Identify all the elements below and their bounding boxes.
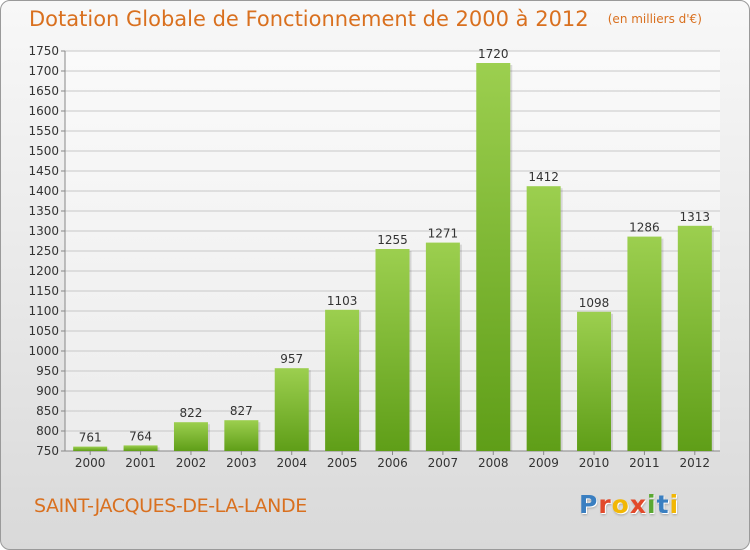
x-tick-label-2004: 2004 xyxy=(276,456,307,470)
y-tick-label: 1100 xyxy=(28,304,59,318)
bar-2009 xyxy=(526,186,561,451)
bar-2010 xyxy=(577,311,612,451)
bar-2006 xyxy=(375,249,410,451)
bar-2008 xyxy=(476,63,511,451)
bar-2011 xyxy=(627,236,662,451)
logo-letter: r xyxy=(598,490,612,519)
value-label-2001: 764 xyxy=(129,429,152,443)
y-tick-label: 1250 xyxy=(28,244,59,258)
value-label-2003: 827 xyxy=(230,404,253,418)
y-tick-label: 750 xyxy=(36,444,59,458)
y-tick-label: 1550 xyxy=(28,124,59,138)
y-tick-label: 1050 xyxy=(28,324,59,338)
x-tick-label-2007: 2007 xyxy=(428,456,459,470)
y-tick-label: 800 xyxy=(36,424,59,438)
y-tick-label: 950 xyxy=(36,364,59,378)
y-tick-label: 1200 xyxy=(28,264,59,278)
y-tick-label: 1650 xyxy=(28,84,59,98)
value-label-2011: 1286 xyxy=(629,221,660,235)
value-label-2005: 1103 xyxy=(327,294,358,308)
value-label-2004: 957 xyxy=(280,352,303,366)
bar-2007 xyxy=(425,242,460,451)
value-label-2000: 761 xyxy=(79,431,102,445)
title-row: Dotation Globale de Fonctionnement de 20… xyxy=(29,7,702,31)
y-tick-label: 900 xyxy=(36,384,59,398)
logo-letter: i xyxy=(669,490,680,519)
y-tick-label: 850 xyxy=(36,404,59,418)
x-axis-ticks: 2000 2001 2002 2003 2004 2005 2006 2007 2008 2009… xyxy=(75,451,710,470)
bar-2005 xyxy=(325,309,360,451)
y-tick-label: 1450 xyxy=(28,164,59,178)
x-tick-label-2001: 2001 xyxy=(125,456,156,470)
x-tick-label-2008: 2008 xyxy=(478,456,509,470)
x-tick-label-2002: 2002 xyxy=(176,456,207,470)
bar-2012 xyxy=(677,225,712,451)
y-tick-label: 1400 xyxy=(28,184,59,198)
value-label-2009: 1412 xyxy=(528,170,559,184)
y-tick-label: 1350 xyxy=(28,204,59,218)
bar-2003 xyxy=(224,420,259,451)
chart-unit: (en milliers d'€) xyxy=(607,12,702,26)
y-tick-label: 1700 xyxy=(28,64,59,78)
commune-name: SAINT-JACQUES-DE-LA-LANDE xyxy=(34,495,307,517)
logo-letter: i xyxy=(647,490,657,519)
y-tick-label: 1600 xyxy=(28,104,59,118)
logo-letter: P xyxy=(579,490,599,519)
x-tick-label-2012: 2012 xyxy=(680,456,711,470)
value-labels: 761 764 822 827 957 1103 1255 1271 1720 1412 1098 1… xyxy=(79,47,710,445)
bars xyxy=(73,63,714,451)
x-tick-label-2003: 2003 xyxy=(226,456,257,470)
bar-2001 xyxy=(123,445,158,451)
proxiti-logo: Proxiti xyxy=(579,490,679,519)
chart-title: Dotation Globale de Fonctionnement de 20… xyxy=(29,7,589,31)
bar-2000 xyxy=(73,446,108,451)
x-tick-label-2011: 2011 xyxy=(629,456,660,470)
y-tick-label: 1500 xyxy=(28,144,59,158)
bar-2002 xyxy=(173,422,208,451)
value-label-2006: 1255 xyxy=(377,233,408,247)
bar-2004 xyxy=(274,368,309,451)
x-tick-label-2006: 2006 xyxy=(377,456,408,470)
y-tick-label: 1300 xyxy=(28,224,59,238)
x-tick-label-2005: 2005 xyxy=(327,456,358,470)
value-label-2002: 822 xyxy=(180,406,203,420)
x-tick-label-2000: 2000 xyxy=(75,456,106,470)
y-tick-label: 1150 xyxy=(28,284,59,298)
y-tick-label: 1000 xyxy=(28,344,59,358)
x-tick-label-2009: 2009 xyxy=(528,456,559,470)
y-axis-ticks: 750 800 850 900 950 1000 1050 1100 1150 1200 1250 1… xyxy=(28,44,720,458)
value-label-2012: 1313 xyxy=(680,210,711,224)
logo-letter: t xyxy=(656,490,670,519)
logo-letter: o xyxy=(611,490,630,519)
y-tick-label: 1750 xyxy=(28,44,59,58)
value-label-2008: 1720 xyxy=(478,47,509,61)
logo-letter: x xyxy=(629,490,647,519)
value-label-2007: 1271 xyxy=(428,227,459,241)
x-tick-label-2010: 2010 xyxy=(579,456,610,470)
value-label-2010: 1098 xyxy=(579,296,610,310)
